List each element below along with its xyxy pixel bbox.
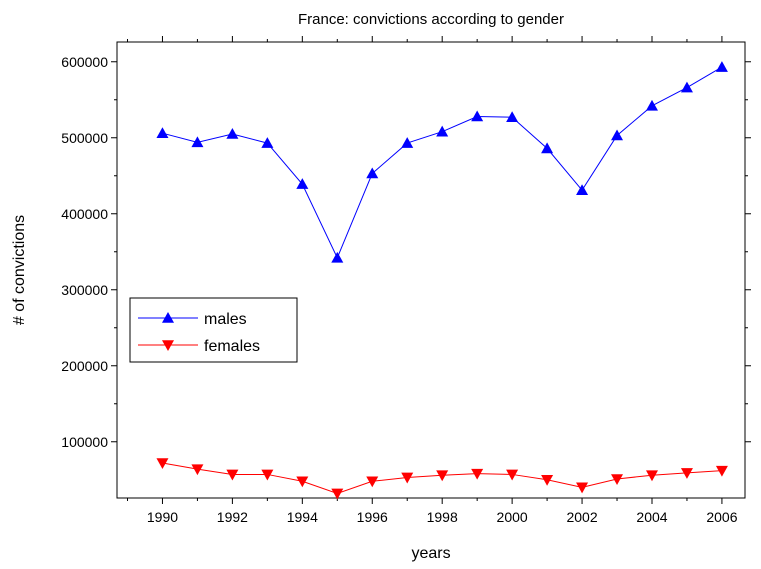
x-tick-label: 1998 [427,509,458,525]
data-point [611,474,624,485]
data-point [366,476,379,488]
y-tick-label: 300000 [61,282,108,298]
data-point [261,137,274,148]
x-tick-label: 1996 [357,509,388,525]
data-point [331,251,344,263]
y-tick-label: 500000 [61,130,108,146]
data-point [576,482,589,494]
data-point [541,474,554,486]
data-point [366,167,379,179]
data-point [645,99,658,111]
data-point [506,469,519,481]
data-point [226,127,239,139]
x-axis-label: years [411,545,450,562]
data-point [401,137,414,148]
data-point [506,111,519,123]
x-tick-label: 1992 [217,509,248,525]
chart-title: France: convictions according to gender [298,11,564,28]
legend-label: males [204,311,247,328]
data-point [436,125,449,137]
data-point [715,465,728,477]
x-tick-label: 2006 [706,509,737,525]
data-point [680,468,693,479]
data-point [156,127,169,138]
data-point [261,469,274,481]
legend-marker [162,312,174,323]
series-line [162,66,723,260]
y-tick-label: 200000 [61,358,108,374]
data-point [296,178,309,189]
x-tick-label: 1994 [287,509,318,525]
y-axis-label: # of convictions [11,215,28,325]
data-point [156,458,169,470]
data-point [401,472,414,484]
x-tick-label: 2002 [566,509,597,525]
y-tick-label: 600000 [61,54,108,70]
plot-frame [116,41,746,499]
data-point [226,469,239,481]
y-tick-label: 400000 [61,206,108,222]
data-point [471,468,484,480]
data-point [436,470,449,482]
legend-box [129,297,298,363]
data-point [680,81,693,93]
y-tick-label: 100000 [61,434,108,450]
data-point [191,464,204,476]
data-point [645,470,658,482]
legend-marker [162,340,174,351]
legend-label: females [204,338,260,355]
data-point [715,61,728,72]
data-point [191,136,204,148]
data-point [331,488,344,500]
data-point [541,142,554,154]
x-tick-label: 2000 [497,509,528,525]
data-point [471,110,484,122]
data-point [611,129,624,141]
x-tick-label: 1990 [147,509,178,525]
data-point [296,476,309,488]
data-point [576,184,589,195]
x-tick-label: 2004 [636,509,667,525]
